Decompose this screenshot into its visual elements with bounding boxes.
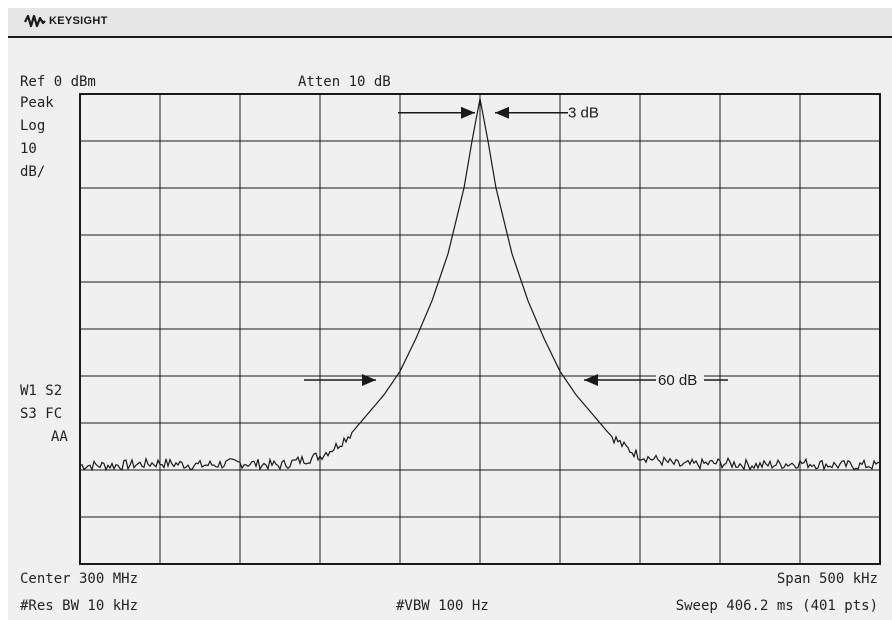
analyzer-screen: 3 dB 60 dB Ref 0 dBm Atten 10 dB Peak Log… [8,38,892,620]
arrow-60db-left-head [362,374,376,386]
detector-label: Peak [20,95,54,111]
res-bw-label: #Res BW 10 kHz [20,598,139,614]
keysight-wave-logo-icon [24,14,46,28]
scale-type-label: Log [20,118,46,134]
vbw-label: #VBW 100 Hz [396,598,489,614]
label-60db: 60 dB [658,372,697,389]
brand-bar: KEYSIGHT [8,8,892,38]
arrow-3db-right-head [495,106,509,119]
arrow-3db-left-head [461,106,475,119]
trace-status-line-2: S3 FC [20,406,63,422]
span-label: Span 500 kHz [776,571,878,587]
arrow-60db-right-head [584,374,598,386]
label-60db-background [656,370,704,390]
ref-level-label: Ref 0 dBm [20,74,96,90]
label-3db: 3 dB [568,105,599,122]
spectrum-trace [79,98,881,472]
center-frequency-label: Center 300 MHz [20,571,139,587]
scale-unit-label: dB/ [20,164,46,180]
trace-status-line-1: W1 S2 [20,383,63,399]
attenuation-label: Atten 10 dB [298,74,391,90]
spectrum-plot: 3 dB 60 dB [79,93,881,565]
trace-status-line-3: AA [51,429,68,445]
brand-logo: KEYSIGHT [24,14,108,28]
brand-name: KEYSIGHT [49,15,108,27]
scale-value-label: 10 [20,141,37,157]
sweep-label: Sweep 406.2 ms (401 pts) [675,598,878,614]
